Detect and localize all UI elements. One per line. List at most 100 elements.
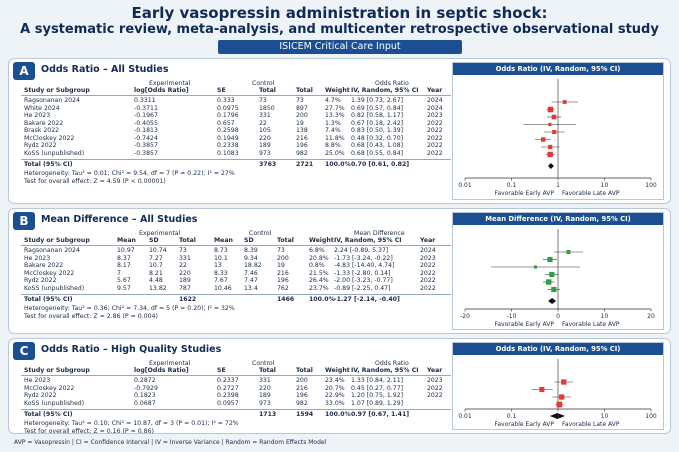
section-title: Odds Ratio – High Quality Studies: [41, 344, 222, 355]
section-letter-badge: C: [13, 342, 35, 360]
table-cell: 105: [259, 127, 271, 134]
table-cell: 0.2337: [217, 377, 239, 384]
x-tick-label: -20: [460, 313, 470, 320]
pooled-effect-diamond: [548, 298, 557, 304]
column-header: Year: [420, 237, 436, 244]
table-cell: 0.83 [0.50, 1.39]: [351, 127, 404, 134]
group-header-control: Control: [252, 80, 275, 87]
total-experimental: 1622: [179, 296, 197, 303]
heterogeneity-stats: Heterogeneity: Tau² = 0.01; Chi² = 9.54,…: [24, 170, 235, 177]
footer-note: AVP = Vasopressin | CI = Confidence Inte…: [14, 439, 327, 446]
x-tick-label: 10: [601, 413, 609, 420]
point-estimate-square: [561, 379, 567, 385]
column-header: Year: [427, 87, 443, 94]
table-cell: 22: [259, 119, 267, 127]
column-header: SD: [244, 237, 254, 244]
table-cell: 0.0957: [217, 399, 239, 407]
point-estimate-square: [540, 137, 546, 142]
column-header: Total: [259, 87, 276, 94]
table-cell: 0.2598: [217, 127, 239, 134]
point-estimate-square: [539, 386, 545, 393]
total-control: 1594: [296, 411, 314, 418]
overall-effect: Test for overall effect: Z = 2.86 (P = 0…: [24, 313, 158, 320]
table-cell: 8.33: [214, 269, 228, 277]
table-cell: 189: [259, 142, 271, 149]
table-cell: 0.1796: [217, 112, 239, 119]
study-name: He 2023: [24, 112, 51, 119]
x-tick-label: 1: [556, 413, 560, 420]
table-cell: 1.20 [0.75, 1.92]: [351, 392, 404, 399]
table-cell: -0.7424: [134, 134, 158, 142]
forest-plot: Odds Ratio (IV, Random, 95% CI) 0.01 0.1 1 1…: [452, 342, 664, 430]
table-cell: 20.7%: [325, 384, 345, 392]
overall-effect: Test for overall effect: Z = 0.16 (P = 0…: [24, 428, 154, 435]
total-control: 2721: [296, 161, 314, 168]
table-cell: 20.8%: [309, 254, 329, 262]
table-cell: 11.8%: [325, 134, 345, 142]
study-name: Bakare 2022: [24, 262, 64, 269]
total-experimental: 1713: [259, 411, 277, 418]
column-header: Total: [296, 367, 313, 374]
table-cell: 2022: [420, 262, 436, 269]
column-header: SE: [217, 367, 226, 374]
table-cell: 0.48 [0.32, 0.70]: [351, 134, 404, 142]
table-cell: 8.21: [149, 269, 163, 277]
point-estimate-square: [547, 256, 553, 263]
table-cell: 331: [259, 112, 271, 119]
table-cell: 216: [277, 269, 289, 277]
section-a: A Odds Ratio – All Studies Experimental Con…: [8, 58, 671, 204]
table-cell: 1.39 [0.73, 2.67]: [351, 97, 404, 104]
table-rule: [21, 294, 451, 295]
x-tick-label: 10: [601, 182, 609, 189]
table-cell: 2024: [427, 104, 443, 112]
column-header: log[Odds Ratio]: [134, 367, 189, 374]
table-cell: -0.7929: [134, 384, 158, 392]
source-badge: ISICEM Critical Care Input: [218, 40, 462, 54]
table-cell: 73: [179, 247, 187, 254]
x-tick-label: 20: [647, 313, 655, 320]
table-cell: 200: [296, 377, 308, 384]
table-cell: 22.9%: [325, 392, 345, 399]
x-tick-label: 100: [645, 182, 657, 189]
table-cell: 1.33 [0.84, 2.11]: [351, 377, 404, 384]
table-cell: 10.97: [117, 247, 135, 254]
column-header: Study or Subgroup: [24, 237, 90, 244]
table-cell: 0.68 [0.55, 0.84]: [351, 149, 404, 157]
group-header-control: Control: [252, 360, 275, 367]
table-rule: [21, 375, 451, 376]
table-cell: 8.8%: [325, 142, 341, 149]
table-cell: 0.8%: [309, 262, 325, 269]
table-cell: 0.2398: [217, 392, 239, 399]
table-cell: 220: [259, 134, 271, 142]
table-cell: 0.69 [0.57, 0.84]: [351, 104, 404, 112]
table-cell: 0.333: [217, 97, 235, 104]
table-cell: -0.89 [-2.25, 0.47]: [334, 284, 391, 292]
study-name: Rydz 2022: [24, 142, 57, 149]
point-estimate-square: [551, 286, 557, 293]
column-header: IV, Random, 95% CI: [334, 237, 402, 244]
table-cell: 2022: [427, 134, 443, 142]
table-cell: 22: [179, 262, 187, 269]
total-label: Total (95% CI): [24, 296, 73, 303]
favours-right-label: Favorable Late AVP: [562, 321, 620, 328]
point-estimate-square: [547, 151, 553, 158]
total-label: Total (95% CI): [24, 411, 73, 418]
table-cell: 8.37: [117, 254, 131, 262]
table-cell: 2022: [427, 392, 443, 399]
page-subtitle: A systematic review, meta-analysis, and …: [20, 22, 659, 37]
table-cell: 2022: [427, 149, 443, 157]
table-cell: 0.1083: [217, 149, 239, 157]
study-name: KoSS (unpublished): [24, 149, 85, 157]
x-tick-label: 0.01: [458, 413, 472, 420]
table-cell: 1.3%: [325, 119, 341, 127]
total-experimental: 3763: [259, 161, 277, 168]
table-cell: 2022: [420, 277, 436, 284]
column-header: SD: [149, 237, 159, 244]
group-header-control: Control: [249, 230, 272, 237]
table-cell: 0.1823: [134, 392, 156, 399]
table-cell: 2022: [427, 142, 443, 149]
table-cell: 2023: [427, 377, 443, 384]
favours-right-label: Favorable Late AVP: [562, 421, 620, 428]
x-tick-label: 0.01: [458, 182, 472, 189]
table-cell: 189: [259, 392, 271, 399]
